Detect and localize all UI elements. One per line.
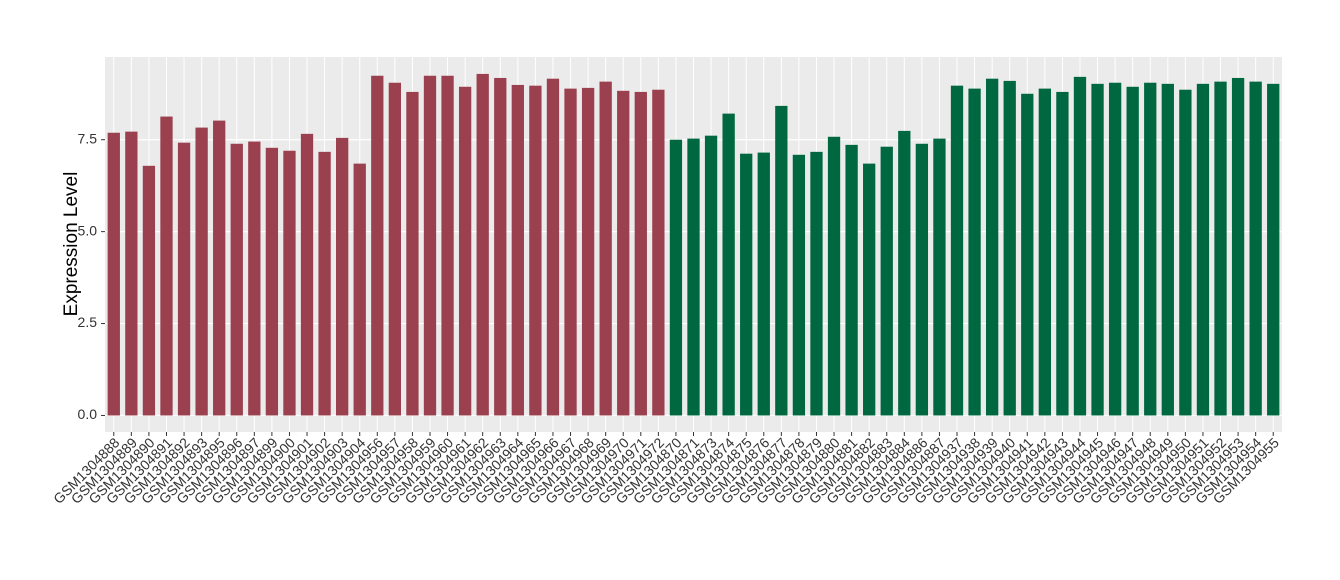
bar bbox=[177, 142, 191, 416]
bar bbox=[494, 77, 507, 416]
bar bbox=[213, 120, 226, 416]
bar bbox=[740, 153, 753, 416]
bar bbox=[880, 146, 893, 416]
bar bbox=[863, 163, 876, 416]
bar bbox=[1214, 81, 1227, 416]
bar bbox=[1231, 77, 1245, 416]
bar bbox=[827, 136, 841, 416]
bar bbox=[125, 131, 138, 416]
bar bbox=[1161, 83, 1174, 416]
y-tick-label: 7.5 bbox=[78, 130, 98, 146]
bar bbox=[142, 165, 156, 416]
bar bbox=[669, 139, 683, 416]
bar bbox=[1144, 82, 1157, 416]
bar bbox=[300, 133, 314, 416]
bar bbox=[529, 85, 542, 416]
bar bbox=[1108, 82, 1122, 416]
bar bbox=[336, 137, 349, 416]
bar bbox=[388, 82, 402, 416]
bar bbox=[1091, 83, 1104, 416]
bar bbox=[792, 154, 806, 416]
y-tick-label: 5.0 bbox=[78, 222, 98, 238]
bar bbox=[599, 81, 612, 416]
bar bbox=[564, 88, 577, 416]
y-axis-label: Expression Level bbox=[61, 172, 82, 317]
bar bbox=[458, 86, 472, 416]
bar bbox=[248, 141, 261, 416]
bar bbox=[1179, 89, 1192, 416]
bar bbox=[1126, 86, 1139, 416]
bar bbox=[1056, 91, 1069, 416]
bar bbox=[757, 152, 770, 416]
bar bbox=[933, 138, 946, 416]
bar bbox=[1249, 81, 1262, 416]
bar bbox=[985, 78, 999, 416]
bar bbox=[353, 163, 366, 416]
bar bbox=[1073, 76, 1087, 416]
bar bbox=[160, 116, 173, 416]
bar bbox=[652, 89, 665, 416]
y-tick-label: 2.5 bbox=[78, 314, 98, 330]
bar bbox=[722, 113, 735, 416]
bar bbox=[546, 78, 560, 416]
bar bbox=[195, 127, 208, 416]
bar bbox=[511, 84, 524, 416]
bar bbox=[107, 132, 120, 416]
bars bbox=[107, 73, 1280, 416]
bar bbox=[634, 91, 647, 416]
bar bbox=[810, 151, 823, 416]
bar bbox=[581, 87, 595, 416]
bar bbox=[968, 88, 981, 416]
bar bbox=[371, 75, 384, 416]
bar bbox=[1267, 83, 1280, 416]
bar bbox=[1196, 83, 1210, 416]
bar bbox=[476, 73, 489, 416]
bar bbox=[704, 135, 718, 416]
bar bbox=[617, 90, 630, 416]
bar bbox=[318, 151, 331, 416]
bar bbox=[1038, 88, 1051, 416]
bar bbox=[845, 144, 858, 416]
bar bbox=[283, 150, 296, 416]
bar bbox=[406, 91, 419, 416]
y-tick-label: 0.0 bbox=[78, 406, 98, 422]
bar bbox=[687, 138, 700, 416]
bar bbox=[915, 143, 929, 416]
bar bbox=[423, 75, 437, 416]
bar bbox=[441, 75, 454, 416]
bar bbox=[1003, 80, 1016, 416]
bar bbox=[898, 130, 911, 416]
bar bbox=[1021, 93, 1034, 416]
bar bbox=[950, 85, 964, 416]
bar bbox=[775, 105, 788, 416]
bar bbox=[265, 147, 279, 416]
bar bbox=[230, 143, 243, 416]
